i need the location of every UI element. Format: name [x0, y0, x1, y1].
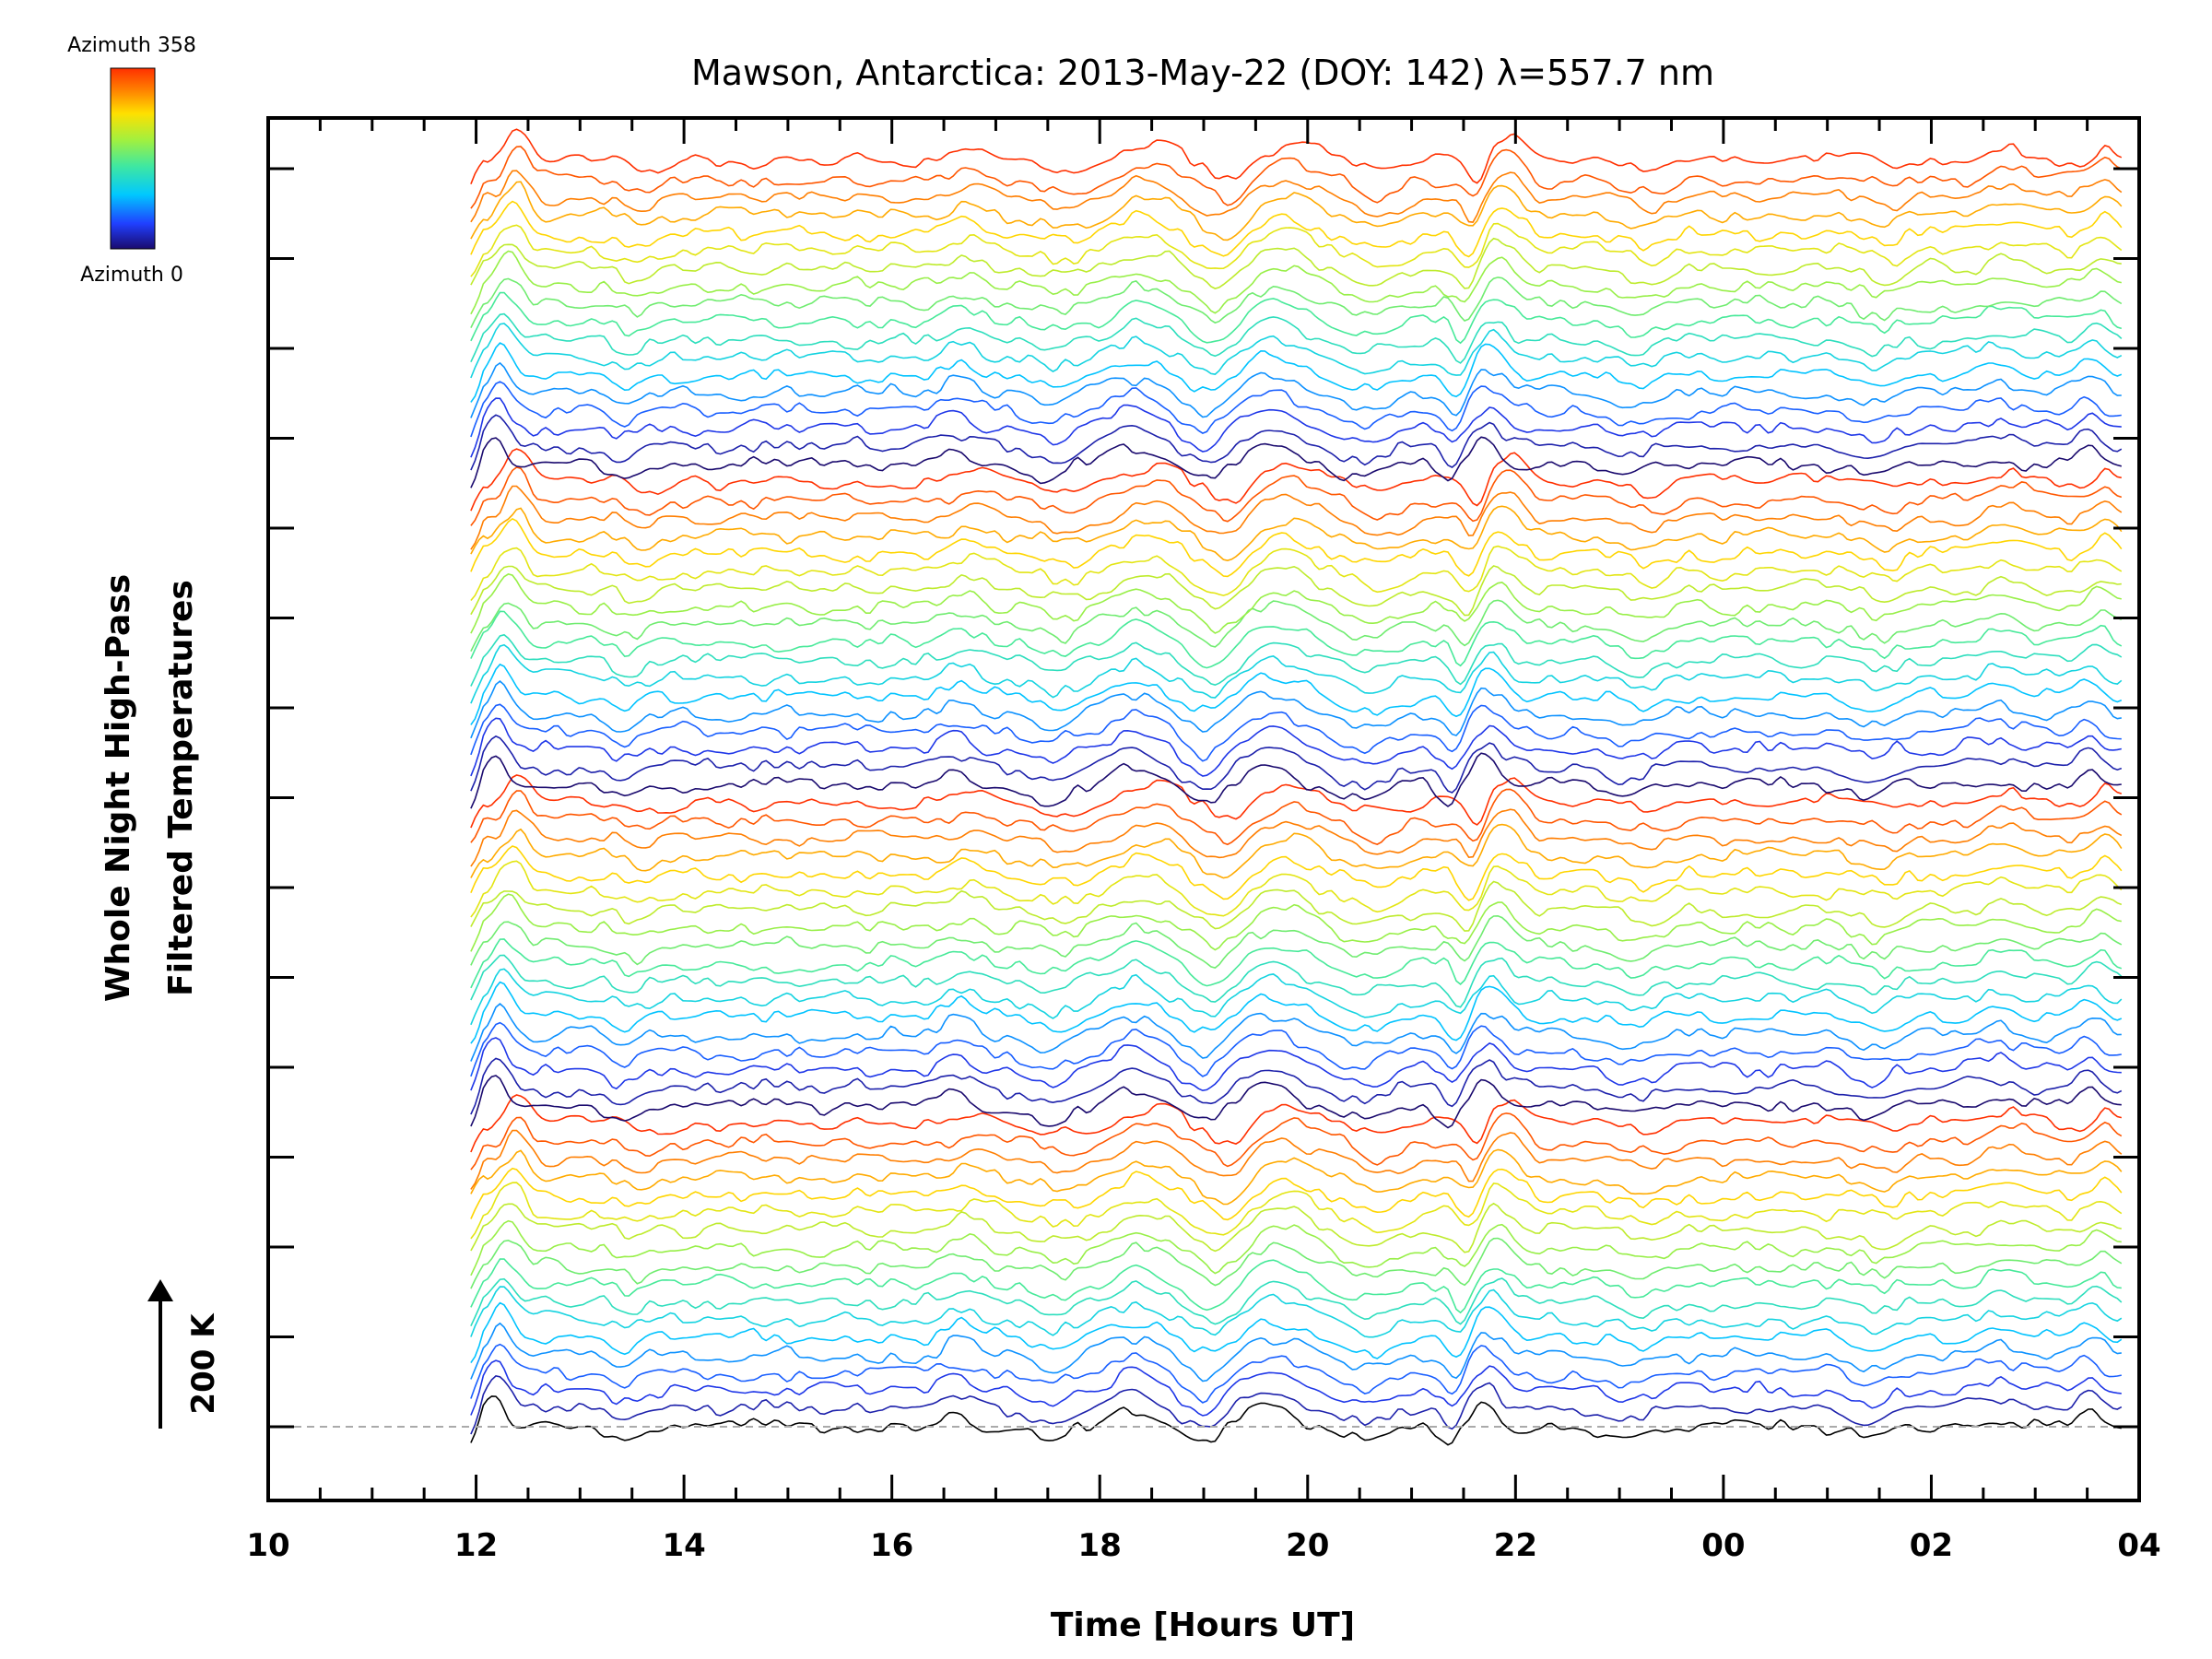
series-line: [470, 1129, 2123, 1190]
x-tick-label: 00: [1701, 1527, 1745, 1564]
series-line: [470, 893, 2122, 952]
series-line: [470, 414, 2123, 471]
series-line: [470, 466, 2123, 526]
y-axis: [268, 167, 2139, 1429]
series-line: [470, 679, 2122, 739]
series-line: [470, 1202, 2122, 1253]
series-line: [470, 342, 2123, 403]
series-line: [470, 1021, 2122, 1077]
series-line: [470, 735, 2123, 794]
series-line: [470, 860, 2123, 918]
x-tick-label: 02: [1910, 1527, 1953, 1564]
series-line: [470, 954, 2123, 1008]
x-tick-label: 04: [2117, 1527, 2160, 1564]
series-line: [470, 237, 2122, 289]
series-line: [470, 291, 2123, 345]
series-line: [470, 1286, 2123, 1338]
series-line: [470, 823, 2123, 879]
series-line: [470, 573, 2122, 634]
series-line: [470, 250, 2122, 315]
x-tick-label: 20: [1286, 1527, 1329, 1564]
colorbar-top-label: Azimuth 358: [67, 34, 196, 57]
series-line: [470, 1258, 2122, 1314]
series-line: [470, 1057, 2123, 1115]
series-line: [470, 1359, 2122, 1417]
series-line: [470, 663, 2123, 725]
series-line: [470, 1395, 2122, 1446]
series-line: [470, 517, 2123, 578]
series-line: [470, 774, 2123, 829]
x-tick-label: 12: [454, 1527, 498, 1564]
series-line: [470, 170, 2123, 223]
series-line: [470, 703, 2122, 762]
series-line: [470, 633, 2123, 687]
x-tick-label: 22: [1494, 1527, 1537, 1564]
series-line: [470, 323, 2123, 379]
x-tick-label: 16: [870, 1527, 913, 1564]
x-axis: 10 12 14 16 18 20 22 00 02 04: [246, 118, 2161, 1564]
series-line: [470, 1277, 2123, 1327]
series-line: [470, 808, 2123, 867]
series-line: [470, 146, 2123, 209]
plot-frame: [266, 116, 2141, 1502]
series-line: [470, 1182, 2123, 1240]
series-line: [470, 361, 2122, 418]
x-axis-label: Time [Hours UT]: [1051, 1606, 1355, 1644]
y-axis-label-line2: Filtered Temperatures: [162, 580, 200, 996]
series-line: [470, 845, 2123, 901]
x-tick-label: 14: [662, 1527, 705, 1564]
x-tick-label: 10: [246, 1527, 289, 1564]
series-line: [470, 1112, 2123, 1171]
series-line: [470, 1167, 2123, 1221]
series-line: [470, 381, 2122, 438]
scale-marker: 200 K: [147, 1279, 222, 1429]
series-line: [470, 717, 2122, 777]
series-line: [470, 545, 2123, 602]
series-line: [470, 1094, 2122, 1153]
scale-arrow-head: [147, 1279, 173, 1301]
series-line: [470, 752, 2122, 809]
chart-title: Mawson, Antarctica: 2013-May-22 (DOY: 14…: [691, 53, 1714, 93]
series-line: [470, 276, 2123, 328]
series-layer: [470, 128, 2123, 1446]
series-line: [470, 1075, 2122, 1129]
series-line: [470, 565, 2122, 617]
series-line: [470, 1148, 2123, 1206]
y-axis-label-line1: Whole Night High-Pass: [100, 574, 137, 1002]
azimuth-colorbar: Azimuth 358 Azimuth 0: [67, 34, 196, 287]
series-line: [470, 222, 2123, 277]
series-line: [470, 788, 2123, 846]
series-line: [470, 1375, 2123, 1435]
series-line: [470, 914, 2123, 969]
series-line: [470, 181, 2123, 241]
series-line: [470, 1343, 2122, 1404]
series-line: [470, 1301, 2123, 1364]
series-line: [470, 938, 2123, 989]
series-line: [470, 1219, 2122, 1277]
series-line: [470, 981, 2123, 1044]
series-line: [470, 397, 2122, 458]
series-line: [470, 610, 2123, 669]
series-line: [470, 485, 2123, 550]
series-line: [470, 968, 2123, 1026]
series-line: [470, 599, 2123, 652]
series-line: [470, 128, 2123, 184]
series-line: [470, 200, 2123, 258]
series-line: [470, 1003, 2122, 1062]
series-line: [470, 643, 2123, 704]
series-line: [470, 1237, 2123, 1289]
series-line: [470, 448, 2122, 512]
series-line: [470, 1037, 2122, 1092]
series-line: [470, 436, 2123, 488]
x-tick-label: 18: [1078, 1527, 1122, 1564]
scale-label: 200 K: [185, 1312, 222, 1415]
series-line: [470, 312, 2123, 364]
series-line: [470, 1322, 2122, 1382]
series-line: [470, 880, 2123, 932]
series-line: [470, 505, 2123, 562]
colorbar-gradient: [110, 67, 156, 250]
colorbar-bottom-label: Azimuth 0: [80, 264, 183, 287]
